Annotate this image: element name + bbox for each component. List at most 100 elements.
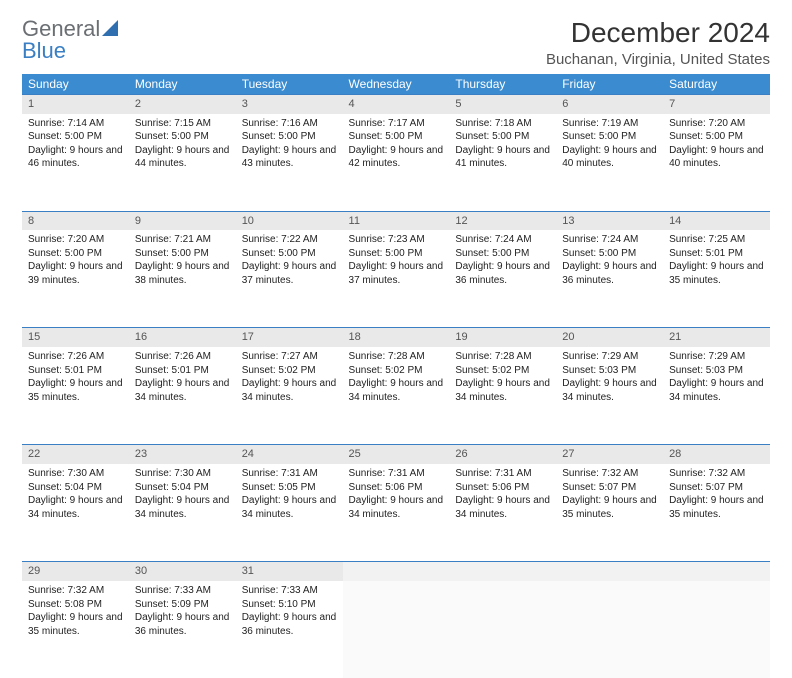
day-detail: Sunrise: 7:20 AMSunset: 5:00 PMDaylight:…: [669, 117, 764, 171]
day-info-cell: Sunrise: 7:24 AMSunset: 5:00 PMDaylight:…: [556, 230, 663, 328]
day-info-cell: [556, 581, 663, 678]
day-info-row: Sunrise: 7:32 AMSunset: 5:08 PM Daylight:…: [22, 581, 770, 678]
sunset-line: Sunset: 5:10 PM: [242, 598, 337, 612]
day-info-cell: Sunrise: 7:22 AMSunset: 5:00 PMDaylight:…: [236, 230, 343, 328]
day-info-row: Sunrise: 7:30 AMSunset: 5:04 PMDaylight:…: [22, 464, 770, 562]
day-info-cell: Sunrise: 7:20 AMSunset: 5:00 PMDaylight:…: [663, 114, 770, 212]
day-info-cell: Sunrise: 7:20 AMSunset: 5:00 PMDaylight:…: [22, 230, 129, 328]
day-number-cell: 4: [343, 94, 450, 113]
day-detail: Sunrise: 7:29 AMSunset: 5:03 PMDaylight:…: [562, 350, 657, 404]
day-info-cell: Sunrise: 7:30 AMSunset: 5:04 PMDaylight:…: [22, 464, 129, 562]
page-title: December 2024: [546, 18, 770, 49]
daylight-line: Daylight: 9 hours and 40 minutes.: [562, 144, 657, 171]
day-number-row: 15161718192021: [22, 328, 770, 347]
day-number-cell: 30: [129, 562, 236, 581]
weekday-header: Tuesday: [236, 74, 343, 95]
day-detail: Sunrise: 7:16 AMSunset: 5:00 PMDaylight:…: [242, 117, 337, 171]
day-info-cell: Sunrise: 7:28 AMSunset: 5:02 PMDaylight:…: [343, 347, 450, 445]
day-info-cell: Sunrise: 7:27 AMSunset: 5:02 PMDaylight:…: [236, 347, 343, 445]
sunset-line: Sunset: 5:00 PM: [562, 130, 657, 144]
sunset-line: Sunset: 5:00 PM: [135, 247, 230, 261]
weekday-header: Saturday: [663, 74, 770, 95]
day-detail: Sunrise: 7:26 AMSunset: 5:01 PMDaylight:…: [135, 350, 230, 404]
day-number-cell: 22: [22, 445, 129, 464]
day-info-cell: Sunrise: 7:16 AMSunset: 5:00 PMDaylight:…: [236, 114, 343, 212]
location-subtitle: Buchanan, Virginia, United States: [546, 51, 770, 68]
day-number-cell: 2: [129, 94, 236, 113]
day-detail: Sunrise: 7:20 AMSunset: 5:00 PMDaylight:…: [28, 233, 123, 287]
daylight-line: Daylight: 9 hours and 34 minutes.: [28, 494, 123, 521]
day-info-cell: Sunrise: 7:19 AMSunset: 5:00 PMDaylight:…: [556, 114, 663, 212]
day-number-cell: 29: [22, 562, 129, 581]
day-detail: Sunrise: 7:31 AMSunset: 5:06 PMDaylight:…: [455, 467, 550, 521]
day-detail: Sunrise: 7:33 AMSunset: 5:09 PMDaylight:…: [135, 584, 230, 638]
sunrise-line: Sunrise: 7:17 AM: [349, 117, 444, 131]
sunrise-line: Sunrise: 7:29 AM: [669, 350, 764, 364]
day-number-row: 22232425262728: [22, 445, 770, 464]
day-number-cell: [449, 562, 556, 581]
sunset-line: Sunset: 5:05 PM: [242, 481, 337, 495]
sunset-line: Sunset: 5:00 PM: [242, 247, 337, 261]
day-info-cell: Sunrise: 7:26 AMSunset: 5:01 PMDaylight:…: [22, 347, 129, 445]
sunrise-line: Sunrise: 7:19 AM: [562, 117, 657, 131]
title-block: December 2024 Buchanan, Virginia, United…: [546, 18, 770, 68]
day-number-cell: 21: [663, 328, 770, 347]
day-detail: Sunrise: 7:25 AMSunset: 5:01 PMDaylight:…: [669, 233, 764, 287]
daylight-line: Daylight: 9 hours and 34 minutes.: [349, 377, 444, 404]
sunset-line: Sunset: 5:00 PM: [349, 247, 444, 261]
sunset-line: Sunset: 5:06 PM: [349, 481, 444, 495]
daylight-line: Daylight: 9 hours and 43 minutes.: [242, 144, 337, 171]
day-detail: Sunrise: 7:23 AMSunset: 5:00 PMDaylight:…: [349, 233, 444, 287]
sunset-line: Sunset: 5:00 PM: [349, 130, 444, 144]
day-detail: Sunrise: 7:33 AMSunset: 5:10 PMDaylight:…: [242, 584, 337, 638]
sunrise-line: Sunrise: 7:24 AM: [455, 233, 550, 247]
sunrise-line: Sunrise: 7:22 AM: [242, 233, 337, 247]
day-number-cell: 5: [449, 94, 556, 113]
daylight-line: Daylight: 9 hours and 42 minutes.: [349, 144, 444, 171]
sunset-line: Sunset: 5:03 PM: [562, 364, 657, 378]
day-number-cell: 19: [449, 328, 556, 347]
sunrise-line: Sunrise: 7:14 AM: [28, 117, 123, 131]
day-info-cell: Sunrise: 7:32 AMSunset: 5:08 PMDaylight:…: [22, 581, 129, 678]
day-number-cell: 24: [236, 445, 343, 464]
daylight-line: Daylight: 9 hours and 37 minutes.: [242, 260, 337, 287]
weekday-header: Thursday: [449, 74, 556, 95]
daylight-line: Daylight: 9 hours and 36 minutes.: [562, 260, 657, 287]
daylight-line: Daylight: 9 hours and 34 minutes.: [455, 377, 550, 404]
sunrise-line: Sunrise: 7:31 AM: [242, 467, 337, 481]
sunset-line: Sunset: 5:04 PM: [28, 481, 123, 495]
sunrise-line: Sunrise: 7:31 AM: [455, 467, 550, 481]
sunset-line: Sunset: 5:07 PM: [669, 481, 764, 495]
sunrise-line: Sunrise: 7:27 AM: [242, 350, 337, 364]
daylight-line: Daylight: 9 hours and 36 minutes.: [135, 611, 230, 638]
sunrise-line: Sunrise: 7:26 AM: [28, 350, 123, 364]
day-detail: Sunrise: 7:30 AMSunset: 5:04 PMDaylight:…: [135, 467, 230, 521]
day-number-cell: 12: [449, 211, 556, 230]
day-number-cell: 17: [236, 328, 343, 347]
day-info-cell: Sunrise: 7:30 AMSunset: 5:04 PMDaylight:…: [129, 464, 236, 562]
daylight-line: Daylight: 9 hours and 36 minutes.: [242, 611, 337, 638]
daylight-line: Daylight: 9 hours and 34 minutes.: [455, 494, 550, 521]
day-number-cell: [343, 562, 450, 581]
day-info-cell: Sunrise: 7:26 AMSunset: 5:01 PMDaylight:…: [129, 347, 236, 445]
day-number-cell: 3: [236, 94, 343, 113]
day-info-row: Sunrise: 7:20 AMSunset: 5:00 PMDaylight:…: [22, 230, 770, 328]
day-number-cell: 18: [343, 328, 450, 347]
day-number-row: 1234567: [22, 94, 770, 113]
day-number-cell: 25: [343, 445, 450, 464]
weekday-header: Sunday: [22, 74, 129, 95]
sunset-line: Sunset: 5:08 PM: [28, 598, 123, 612]
day-info-cell: Sunrise: 7:18 AMSunset: 5:00 PMDaylight:…: [449, 114, 556, 212]
daylight-line: Daylight: 9 hours and 35 minutes.: [669, 494, 764, 521]
day-number-cell: 31: [236, 562, 343, 581]
day-info-cell: Sunrise: 7:23 AMSunset: 5:00 PMDaylight:…: [343, 230, 450, 328]
day-info-cell: Sunrise: 7:14 AMSunset: 5:00 PMDaylight:…: [22, 114, 129, 212]
sunset-line: Sunset: 5:00 PM: [562, 247, 657, 261]
sunrise-line: Sunrise: 7:32 AM: [562, 467, 657, 481]
day-detail: Sunrise: 7:18 AMSunset: 5:00 PMDaylight:…: [455, 117, 550, 171]
daylight-line: Daylight: 9 hours and 34 minutes.: [349, 494, 444, 521]
daylight-line: Daylight: 9 hours and 34 minutes.: [135, 377, 230, 404]
day-info-cell: Sunrise: 7:32 AMSunset: 5:07 PMDaylight:…: [556, 464, 663, 562]
sunset-line: Sunset: 5:02 PM: [242, 364, 337, 378]
sunrise-line: Sunrise: 7:32 AM: [28, 584, 123, 598]
